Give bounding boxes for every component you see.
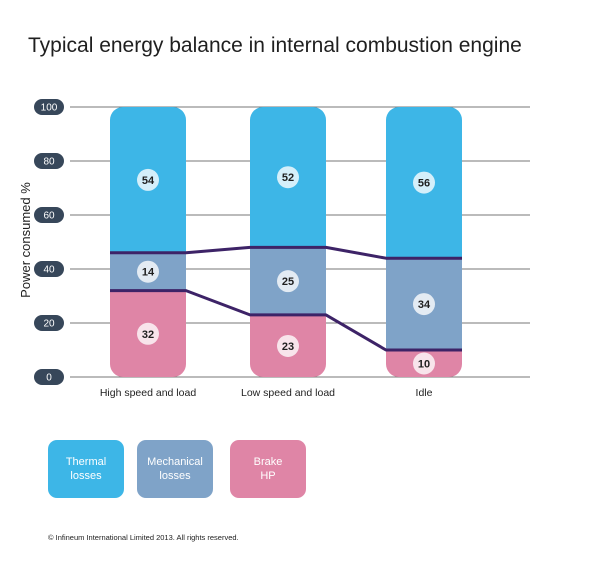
- y-tick-pill: [34, 315, 64, 331]
- data-label: 52: [282, 172, 294, 184]
- chart-title: Typical energy balance in internal combu…: [28, 34, 522, 57]
- y-tick-pill: [34, 99, 64, 115]
- data-label: 34: [418, 299, 431, 311]
- data-label: 23: [282, 341, 294, 353]
- y-tick-label: 40: [43, 265, 55, 276]
- data-label: 25: [282, 276, 294, 288]
- y-tick-label: 0: [46, 373, 52, 384]
- data-label: 10: [418, 359, 430, 371]
- boundary-connector-line: [110, 245, 462, 260]
- y-tick-pill: [34, 207, 64, 223]
- data-label-bubble: [413, 352, 435, 375]
- y-axis-label: Power consumed %: [18, 182, 33, 298]
- y-tick-label: 100: [41, 103, 58, 114]
- data-label: 54: [142, 175, 155, 187]
- data-label-bubble: [137, 168, 159, 191]
- data-label-bubble: [277, 334, 299, 357]
- y-tick-pill: [34, 369, 64, 385]
- copyright-notice: © Infineum International Limited 2013. A…: [48, 533, 239, 542]
- data-label-bubble: [413, 293, 435, 316]
- x-tick-label: High speed and load: [100, 387, 196, 399]
- legend-mechanical-losses: Mechanical losses: [137, 440, 213, 498]
- data-label-bubble: [137, 322, 159, 345]
- y-tick-pill: [34, 153, 64, 169]
- y-tick-label: 60: [43, 211, 55, 222]
- data-label: 56: [418, 178, 430, 190]
- data-label-bubble: [413, 171, 435, 194]
- bar-stack: [386, 107, 462, 377]
- x-tick-label: Low speed and load: [241, 387, 335, 399]
- y-tick-label: 20: [43, 319, 55, 330]
- data-label: 14: [142, 267, 155, 279]
- boundary-connector-line: [110, 289, 462, 352]
- x-tick-label: Idle: [416, 387, 433, 399]
- legend-thermal-losses: Thermal losses: [48, 440, 124, 498]
- data-label-bubble: [277, 270, 299, 293]
- legend-brake-hp: Brake HP: [230, 440, 306, 498]
- data-label: 32: [142, 329, 154, 341]
- y-tick-pill: [34, 261, 64, 277]
- data-label-bubble: [137, 260, 159, 283]
- data-label-bubble: [277, 166, 299, 189]
- y-tick-label: 80: [43, 157, 55, 168]
